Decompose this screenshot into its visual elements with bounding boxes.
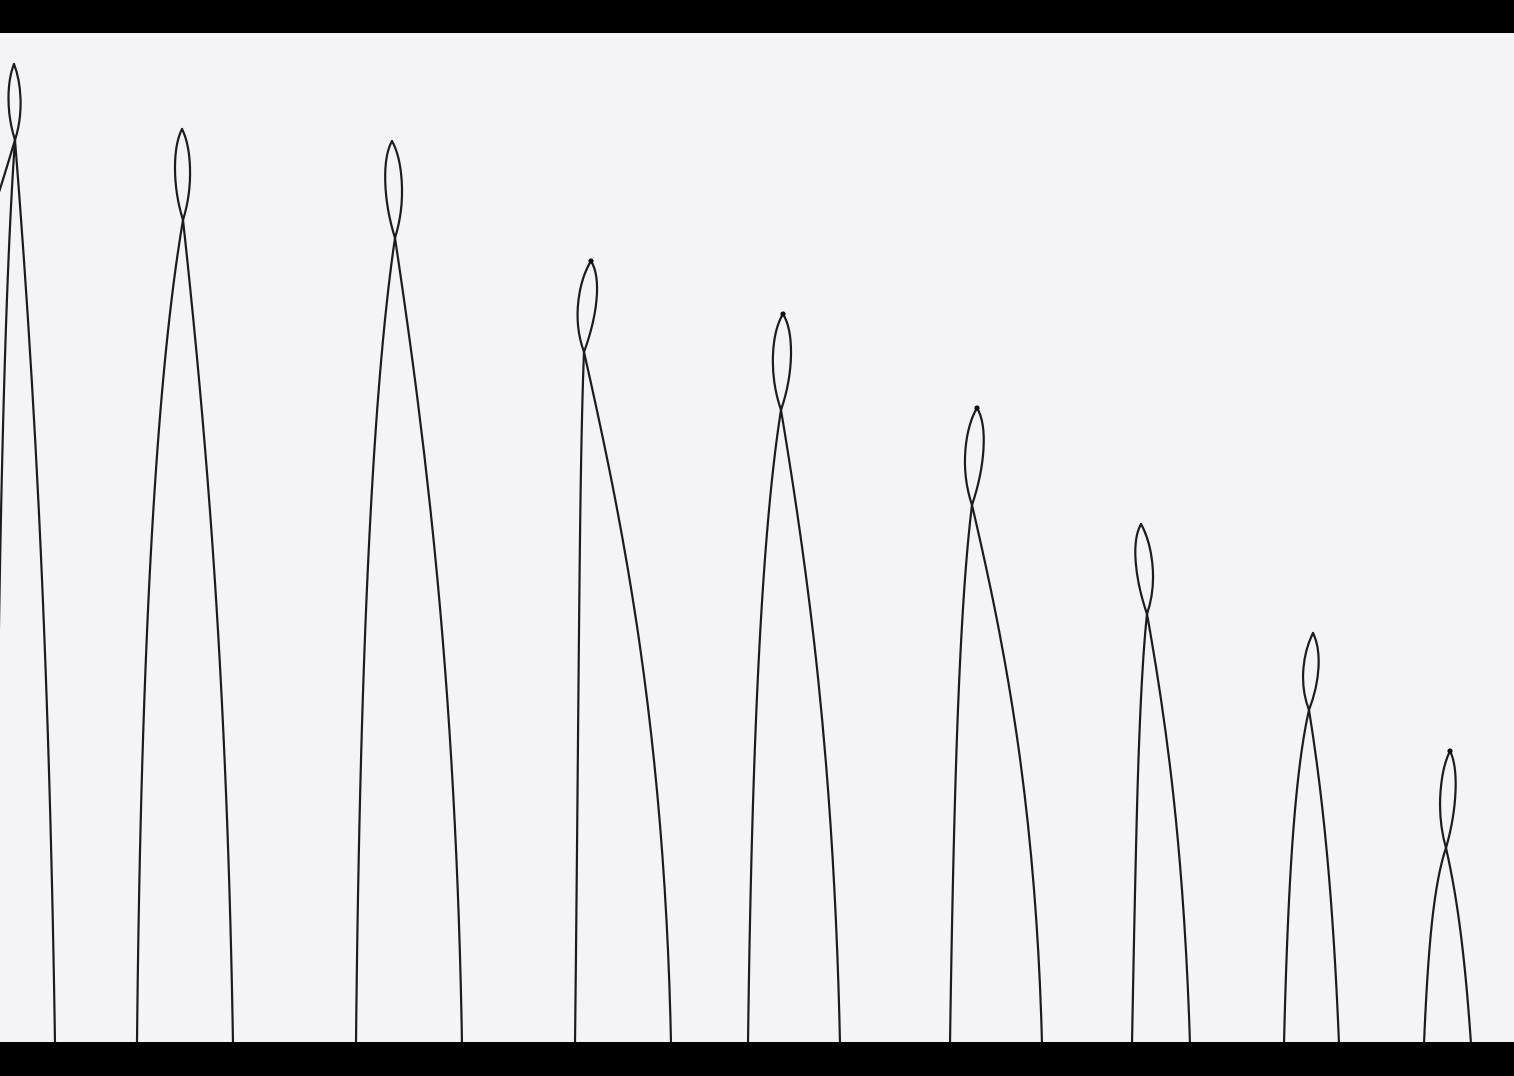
loop-2-right-lobe	[180, 127, 192, 222]
loop-4-right-leg	[582, 350, 673, 1042]
loop-8-right-leg	[1307, 708, 1341, 1042]
loop-9-left-leg	[1422, 846, 1448, 1042]
loop-6-right-leg	[970, 503, 1044, 1042]
loop-5-right-lobe	[779, 312, 793, 412]
loop-1-left-leg	[0, 138, 17, 630]
loop-drawing	[0, 62, 1472, 1042]
loop-4-left-leg	[573, 350, 586, 1042]
loop-7-left-leg	[1130, 612, 1149, 1042]
loop-6-right-lobe	[970, 406, 985, 507]
loop-5-tip-dot	[780, 311, 786, 317]
loop-9-left-lobe	[1438, 749, 1452, 850]
loop-9-right-lobe	[1444, 749, 1457, 850]
loop-2-left-lobe	[173, 127, 185, 222]
loop-6-left-lobe	[963, 406, 979, 507]
loop-6-tip-dot	[974, 405, 980, 411]
loop-1-left-lobe	[7, 62, 17, 142]
loop-1-right-leg	[13, 138, 57, 1042]
loop-8-left-lobe	[1301, 631, 1315, 712]
loop-1-trail	[0, 138, 17, 193]
loop-4-right-lobe	[582, 259, 599, 354]
loop-3-left-lobe	[384, 139, 397, 240]
drawing-canvas	[0, 33, 1514, 1042]
loop-3-left-leg	[354, 236, 397, 1042]
loop-4-left-lobe	[576, 259, 593, 354]
loop-1-right-lobe	[12, 62, 22, 142]
letterbox-bottom	[0, 1042, 1514, 1076]
loop-9-tip-dot	[1447, 748, 1453, 754]
loop-7-left-lobe	[1134, 522, 1149, 616]
loop-9-right-leg	[1444, 846, 1472, 1042]
loop-8-right-lobe	[1307, 631, 1320, 712]
loop-3-right-leg	[393, 236, 464, 1042]
loop-7-right-lobe	[1139, 522, 1155, 616]
loop-4-tip-dot	[588, 258, 594, 264]
loop-5-left-lobe	[771, 312, 785, 412]
loop-7-right-leg	[1145, 612, 1192, 1042]
loop-3-right-lobe	[390, 139, 404, 240]
loop-2-right-leg	[181, 218, 235, 1042]
loop-2-left-leg	[135, 218, 185, 1042]
loop-6-left-leg	[948, 503, 974, 1042]
loop-5-left-leg	[746, 408, 783, 1042]
letterbox-top	[0, 0, 1514, 33]
loop-8-left-leg	[1282, 708, 1311, 1042]
loop-5-right-leg	[779, 408, 842, 1042]
